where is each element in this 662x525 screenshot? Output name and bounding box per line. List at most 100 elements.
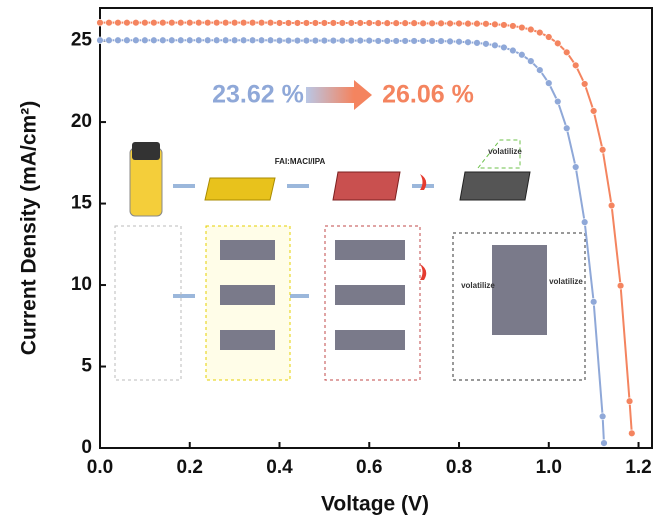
- y-tick-label: 20: [71, 111, 92, 132]
- data-point: [374, 19, 382, 27]
- annotation: volatilize: [461, 281, 495, 290]
- data-point: [580, 80, 589, 88]
- data-point: [320, 19, 329, 27]
- data-point: [563, 124, 571, 132]
- data-point: [311, 19, 320, 27]
- y-tick-label: 15: [71, 193, 93, 214]
- data-point: [239, 18, 248, 27]
- data-point: [598, 412, 607, 421]
- data-point: [96, 36, 104, 44]
- data-point: [248, 18, 257, 27]
- x-tick-label: 1.0: [536, 457, 562, 478]
- data-point: [473, 39, 481, 47]
- gray-film: [459, 171, 531, 201]
- y-axis-title: Current Density (mA/cm²): [18, 101, 41, 355]
- final-box: [452, 232, 586, 381]
- data-point: [455, 19, 463, 28]
- data-point: [195, 36, 203, 44]
- data-point: [607, 201, 616, 210]
- data-point: [230, 18, 239, 27]
- annotation: volatilize: [549, 277, 583, 286]
- data-point: [437, 19, 445, 28]
- data-point: [266, 18, 275, 27]
- data-point: [186, 18, 194, 27]
- data-point: [410, 19, 418, 27]
- data-point: [482, 40, 490, 48]
- y-tick-label: 5: [81, 356, 92, 377]
- data-point: [212, 36, 221, 44]
- data-point: [123, 18, 131, 27]
- data-point: [347, 36, 356, 45]
- data-point: [338, 19, 347, 27]
- plot-frame: [99, 7, 653, 449]
- data-point: [518, 51, 526, 59]
- data-point: [96, 18, 104, 27]
- data-point: [473, 19, 481, 28]
- vapor-box: [476, 139, 521, 169]
- data-point: [365, 19, 373, 27]
- data-point: [257, 36, 266, 44]
- data-point: [509, 22, 517, 30]
- data-point: [428, 19, 436, 28]
- x-tick-label: 0.2: [177, 457, 203, 478]
- data-point: [536, 66, 544, 74]
- annotation: 26.06 %: [382, 81, 474, 109]
- data-point: [347, 19, 356, 27]
- data-point: [105, 18, 113, 27]
- data-point: [221, 18, 230, 27]
- data-point: [302, 19, 311, 27]
- data-point: [212, 18, 221, 27]
- data-point: [356, 36, 364, 45]
- data-point: [168, 18, 176, 27]
- data-point: [545, 33, 553, 41]
- data-point: [446, 19, 454, 28]
- data-point: [563, 48, 571, 57]
- x-axis-title: Voltage (V): [321, 493, 429, 516]
- data-point: [275, 19, 284, 27]
- data-point: [141, 18, 149, 27]
- x-tick-label: 1.2: [625, 457, 651, 478]
- data-point: [572, 163, 580, 171]
- data-point: [230, 36, 239, 44]
- heat-icons: [420, 174, 427, 280]
- data-point: [275, 36, 284, 45]
- data-point: [419, 19, 427, 28]
- y-tick-label: 0: [81, 437, 92, 458]
- data-point: [545, 79, 553, 87]
- annotation: FAI:MACl/IPA: [275, 157, 326, 166]
- data-point: [527, 57, 535, 65]
- data-point: [410, 37, 418, 45]
- data-point: [500, 43, 508, 52]
- data-point: [401, 19, 409, 27]
- yellow-film: [204, 177, 276, 201]
- data-point: [320, 36, 329, 45]
- data-point: [311, 36, 320, 45]
- data-point: [150, 36, 158, 44]
- annotation: volatilize: [488, 147, 522, 156]
- data-point: [177, 36, 185, 44]
- data-point: [500, 21, 508, 29]
- data-point: [177, 18, 185, 27]
- data-point: [168, 36, 176, 44]
- precursor-box: [114, 225, 182, 381]
- data-point: [554, 39, 562, 48]
- data-point: [141, 36, 149, 44]
- data-point: [401, 37, 409, 45]
- data-point: [257, 18, 266, 27]
- data-point: [293, 19, 302, 27]
- data-point: [392, 19, 400, 27]
- data-point: [302, 36, 311, 45]
- x-tick-label: 0.4: [266, 457, 293, 478]
- data-point: [195, 18, 203, 27]
- data-point: [383, 19, 391, 27]
- data-point: [428, 37, 436, 45]
- data-point: [482, 20, 490, 28]
- series-line: [100, 39, 605, 444]
- data-point: [132, 18, 140, 27]
- data-point: [527, 25, 535, 34]
- data-point: [589, 107, 598, 115]
- red-film: [332, 171, 401, 201]
- data-point: [123, 36, 131, 44]
- data-point: [159, 36, 167, 44]
